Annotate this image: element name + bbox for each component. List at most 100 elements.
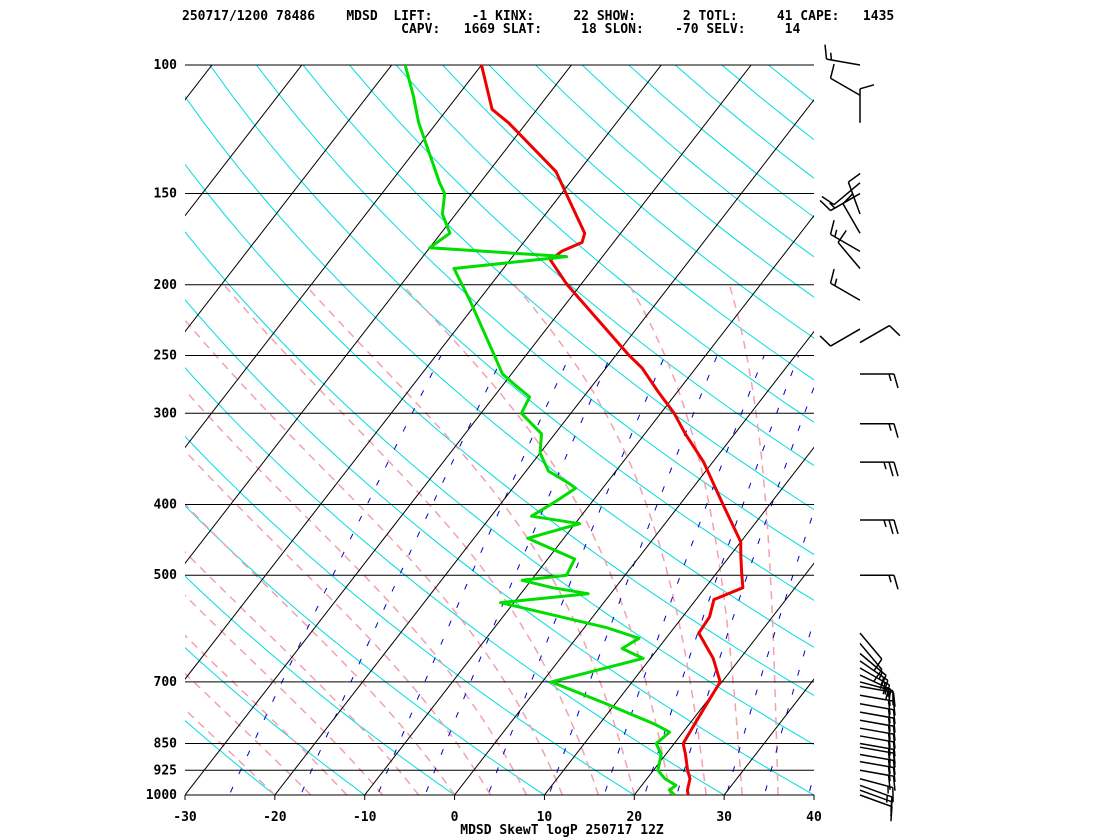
- dry-adiabat-line: [768, 65, 814, 103]
- header-line-2: CAPV: 1669 SLAT: 18 SLON: -70 SELV: 14: [182, 22, 801, 37]
- isotherm-line: [185, 65, 662, 680]
- mixing-ratio-line: [487, 355, 666, 795]
- mixing-ratio-line: [763, 618, 814, 795]
- mixing-ratio-line: [376, 355, 571, 795]
- wind-barb-half-flag: [888, 575, 892, 583]
- wind-barb: [860, 519, 899, 535]
- wind-barb-half-flag: [884, 687, 888, 695]
- wind-barb: [859, 742, 896, 764]
- isotherm-line: [723, 678, 814, 795]
- dry-adiabat-line: [302, 65, 814, 511]
- wind-barb-flag: [887, 708, 891, 724]
- dry-adiabat-line: [535, 65, 814, 298]
- moist-adiabat-line: [185, 594, 384, 795]
- wind-barb-half-flag: [883, 519, 887, 528]
- dry-adiabat-line: [185, 367, 726, 795]
- dry-adiabat-line: [185, 95, 814, 648]
- mixing-ratio-line: [644, 355, 800, 795]
- dry-adiabat-line: [185, 719, 276, 795]
- isotherm-line: [453, 330, 814, 795]
- wind-barb-flag: [873, 669, 883, 682]
- wind-barb: [859, 719, 896, 741]
- wind-barb-staff: [859, 719, 894, 727]
- wind-barb-staff: [859, 652, 887, 676]
- wind-barb-flag: [829, 220, 835, 235]
- wind-barb: [859, 652, 887, 689]
- wind-barb: [847, 172, 861, 215]
- wind-barb-staff: [830, 282, 861, 301]
- wind-barb-staff: [859, 727, 894, 735]
- wind-barb-flag: [892, 776, 896, 791]
- wind-barb: [859, 324, 901, 344]
- dry-adiabat-line: [721, 65, 814, 141]
- dry-adiabat-line: [185, 646, 366, 795]
- isotherm-line: [633, 562, 814, 795]
- isotherm-line: [185, 65, 752, 795]
- dry-adiabat-line: [815, 65, 1120, 811]
- wind-barb-staff: [830, 328, 861, 347]
- pressure-tick-label: 200: [154, 278, 178, 293]
- temperature-tick-label: 40: [806, 810, 822, 825]
- moist-adiabat-line: [185, 503, 456, 795]
- wind-barb-flag: [888, 519, 894, 535]
- isotherm-line: [185, 65, 303, 217]
- pressure-tick-label: 150: [154, 187, 178, 202]
- mixing-ratio-line: [424, 355, 612, 795]
- wind-barb-half-flag: [834, 278, 838, 286]
- dry-adiabat-line: [862, 65, 1120, 811]
- moist-adiabat-line: [513, 284, 707, 795]
- wind-barb-staff: [830, 192, 861, 212]
- wind-barb-flag: [892, 749, 896, 764]
- wind-barb-staff: [859, 711, 894, 719]
- isotherm-line: [274, 98, 814, 795]
- wind-barb: [859, 632, 883, 672]
- wind-barb-staff: [859, 667, 890, 686]
- wind-barb-staff: [830, 233, 861, 252]
- wind-barb-flag: [824, 44, 828, 60]
- dewpoint-trace: [403, 65, 678, 795]
- wind-barb-flag: [887, 725, 891, 740]
- wind-barb-flag: [887, 740, 891, 756]
- moist-adiabat-line: [185, 550, 420, 795]
- wind-barb: [859, 703, 896, 725]
- wind-barb-flag: [890, 796, 893, 812]
- wind-barb-flag: [893, 461, 899, 477]
- sounding-traces: [403, 65, 745, 795]
- dry-adiabat-line: [185, 231, 814, 746]
- dry-adiabat-line: [908, 65, 1120, 811]
- wind-barb-staff: [859, 778, 894, 789]
- wind-barb: [819, 328, 861, 347]
- dry-adiabats: [185, 65, 1120, 811]
- dry-adiabat-line: [581, 65, 814, 258]
- wind-barb: [837, 229, 861, 269]
- wind-barb-flag: [885, 684, 891, 700]
- dry-adiabat-line: [628, 65, 814, 218]
- isotherm-line: [185, 65, 213, 101]
- wind-barb-staff: [859, 735, 894, 743]
- isotherm-line: [185, 65, 483, 449]
- wind-barb-flag: [847, 172, 861, 183]
- pressure-tick-label: 925: [154, 763, 177, 778]
- wind-barb: [819, 192, 861, 212]
- wind-barb: [859, 667, 891, 700]
- pressure-tick-label: 100: [154, 58, 178, 73]
- wind-barb: [859, 769, 896, 791]
- dry-adiabat-line: [185, 298, 814, 795]
- dry-adiabat-line: [185, 794, 186, 795]
- wind-barb-staff: [826, 58, 861, 66]
- isotherm-line: [185, 65, 573, 565]
- pressure-tick-label: 400: [154, 498, 178, 513]
- moist-adiabat-line: [401, 284, 671, 795]
- mixing-ratio-lines: [228, 355, 814, 795]
- wind-barb: [859, 711, 896, 733]
- wind-barb-flag: [892, 692, 896, 707]
- wind-barb-half-flag: [888, 423, 892, 431]
- wind-barb-staff: [842, 203, 861, 234]
- pressure-tick-label: 250: [154, 348, 178, 363]
- mixing-ratio-line: [228, 355, 442, 795]
- wind-barb: [860, 461, 899, 477]
- wind-barb: [859, 727, 896, 749]
- mixing-ratio-line: [676, 385, 814, 795]
